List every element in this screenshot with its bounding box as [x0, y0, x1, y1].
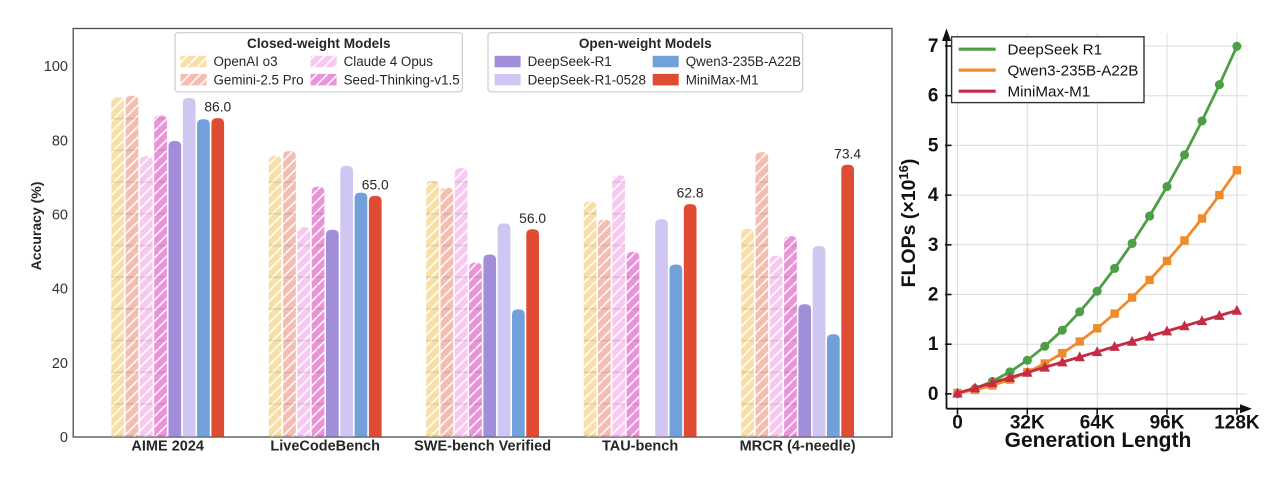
svg-text:DeepSeek-R1: DeepSeek-R1	[528, 54, 612, 69]
svg-text:Open-weight Models: Open-weight Models	[579, 36, 712, 51]
svg-text:64K: 64K	[1080, 413, 1115, 434]
svg-text:7: 7	[928, 36, 939, 57]
svg-text:73.4: 73.4	[834, 146, 861, 161]
svg-text:Generation Length: Generation Length	[1005, 429, 1192, 452]
svg-text:DeepSeek R1: DeepSeek R1	[1008, 41, 1103, 58]
svg-text:Accuracy (%): Accuracy (%)	[28, 182, 44, 271]
svg-text:Qwen3-235B-A22B: Qwen3-235B-A22B	[686, 54, 801, 69]
svg-text:Seed-Thinking-v1.5: Seed-Thinking-v1.5	[344, 72, 460, 87]
svg-text:Gemini-2.5 Pro: Gemini-2.5 Pro	[214, 72, 304, 87]
svg-text:4: 4	[928, 185, 939, 206]
svg-text:MRCR (4-needle): MRCR (4-needle)	[740, 439, 856, 455]
svg-text:SWE-bench Verified: SWE-bench Verified	[414, 439, 551, 455]
svg-text:40: 40	[52, 282, 68, 298]
svg-text:86.0: 86.0	[204, 100, 231, 115]
svg-text:60: 60	[52, 208, 68, 224]
svg-text:100: 100	[44, 59, 68, 75]
svg-text:32K: 32K	[1010, 413, 1045, 434]
svg-text:0: 0	[952, 413, 963, 434]
svg-text:62.8: 62.8	[677, 186, 704, 201]
svg-text:AIME 2024: AIME 2024	[131, 439, 204, 455]
svg-text:3: 3	[928, 235, 939, 256]
svg-text:128K: 128K	[1214, 413, 1260, 434]
svg-text:MiniMax-M1: MiniMax-M1	[1008, 83, 1091, 100]
svg-text:Closed-weight Models: Closed-weight Models	[247, 36, 391, 51]
svg-text:80: 80	[52, 133, 68, 149]
svg-text:56.0: 56.0	[519, 211, 546, 226]
svg-text:Claude 4 Opus: Claude 4 Opus	[344, 54, 434, 69]
svg-text:20: 20	[52, 356, 68, 372]
svg-text:6: 6	[928, 86, 939, 107]
svg-text:DeepSeek-R1-0528: DeepSeek-R1-0528	[528, 72, 646, 87]
svg-text:TAU-bench: TAU-bench	[602, 439, 678, 455]
svg-text:0: 0	[60, 430, 68, 446]
svg-text:65.0: 65.0	[362, 177, 389, 192]
svg-text:OpenAI o3: OpenAI o3	[214, 54, 278, 69]
svg-text:Qwen3-235B-A22B: Qwen3-235B-A22B	[1008, 62, 1139, 79]
svg-text:2: 2	[928, 285, 939, 306]
svg-text:96K: 96K	[1150, 413, 1185, 434]
svg-text:MiniMax-M1: MiniMax-M1	[686, 72, 759, 87]
svg-text:1: 1	[928, 334, 939, 355]
svg-text:FLOPs (×1016): FLOPs (×1016)	[896, 159, 920, 288]
svg-text:5: 5	[928, 135, 939, 156]
svg-text:LiveCodeBench: LiveCodeBench	[270, 439, 380, 455]
svg-text:0: 0	[928, 384, 939, 405]
